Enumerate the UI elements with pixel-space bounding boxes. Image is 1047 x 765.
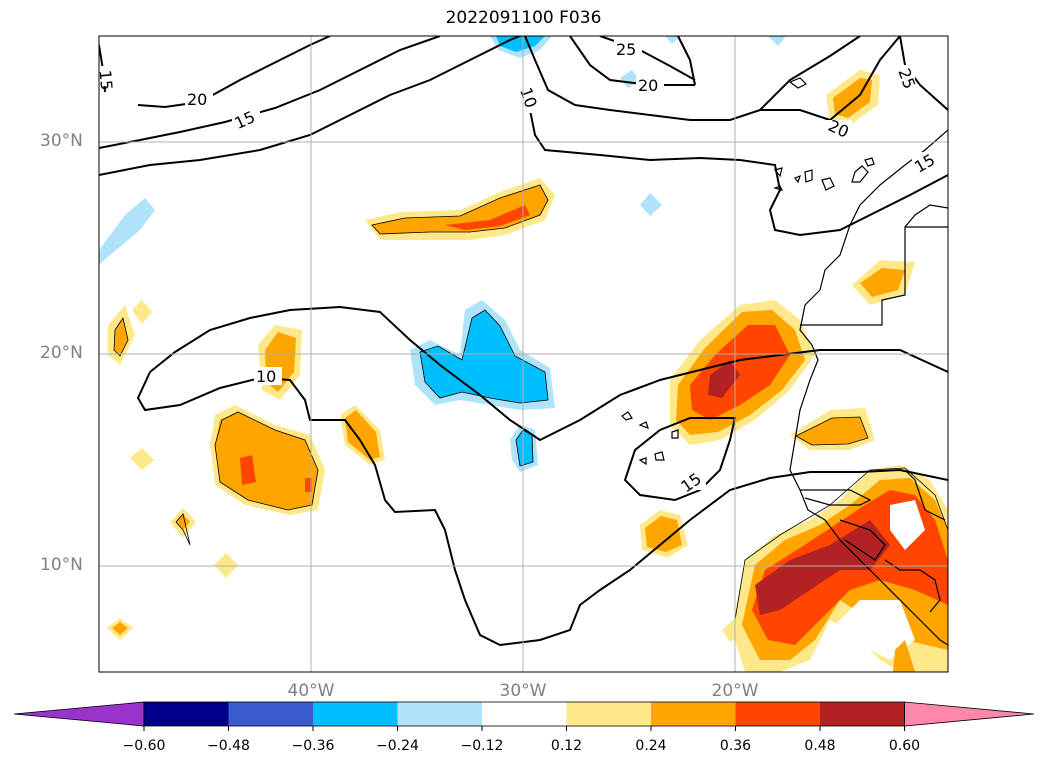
- colorbar-tick-label: 0.24: [635, 738, 667, 754]
- contour-label: 20: [187, 90, 207, 109]
- lat-label: 30°N: [40, 131, 83, 151]
- colorbar-bin: [482, 702, 567, 726]
- colorbar-bin: [820, 702, 905, 726]
- colorbar-tick-label: −0.24: [376, 738, 419, 754]
- colorbar-tick-label: 0.48: [804, 738, 836, 754]
- lat-label: 10°N: [40, 555, 83, 575]
- contour-label: 20: [638, 76, 658, 95]
- lon-label: 30°W: [499, 681, 547, 701]
- colorbar-bin: [144, 702, 229, 726]
- contour-label: 25: [616, 40, 636, 59]
- lon-label: 40°W: [287, 681, 335, 701]
- coastlines: [621, 77, 948, 646]
- colorbar-tick-label: −0.60: [122, 738, 166, 754]
- colorbar-tick-label: −0.12: [460, 738, 504, 754]
- colorbar-tick-label: 0.60: [888, 738, 921, 754]
- contour-lines: [99, 36, 948, 647]
- colorbar: [13, 701, 1035, 731]
- colorbar-bin: [228, 702, 313, 726]
- colorbar-extend-max: [904, 701, 1035, 727]
- shaded-fields: [99, 36, 948, 672]
- colorbar-bin: [313, 702, 398, 726]
- lon-label: 20°W: [711, 681, 759, 701]
- shade-contours: [113, 184, 948, 621]
- colorbar-bin: [735, 702, 820, 726]
- contour-label: 10: [256, 367, 276, 386]
- map-frame: [98, 35, 949, 673]
- colorbar-tick-label: −0.48: [207, 738, 250, 754]
- contour-labels: 15 20 15 10 25 20 25 20 15 10 15: [96, 40, 940, 496]
- colorbar-tick-label: −0.36: [291, 738, 335, 754]
- colorbar-bin: [651, 702, 736, 726]
- colorbar-extend-min: [13, 701, 145, 727]
- gridlines: [99, 36, 948, 672]
- map-title: 2022091100 F036: [445, 8, 602, 28]
- colorbar-tick-label: 0.36: [719, 738, 752, 754]
- contour-label: 15: [96, 69, 117, 91]
- colorbar-bin: [397, 702, 482, 726]
- map-panel: 15 20 15 10 25 20 25 20 15 10 15: [96, 36, 948, 672]
- lat-label: 20°N: [40, 343, 83, 363]
- colorbar-bin: [566, 702, 651, 726]
- colorbar-tick-label: 0.12: [550, 738, 583, 754]
